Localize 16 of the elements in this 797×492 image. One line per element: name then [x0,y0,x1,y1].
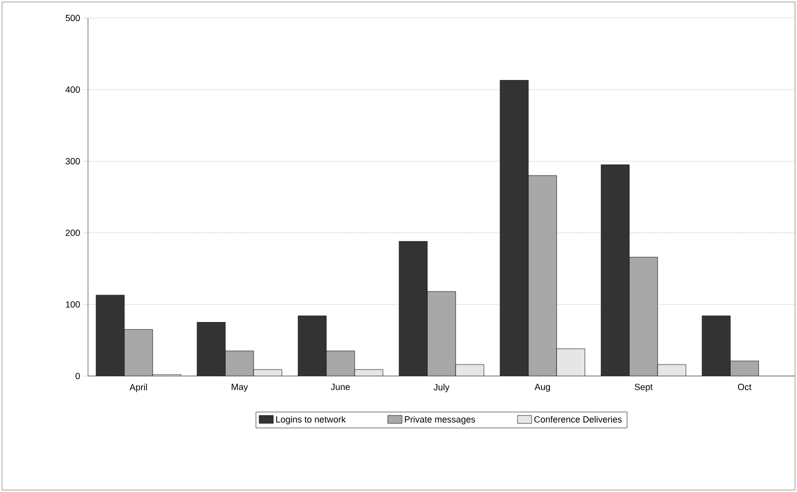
x-tick-label: April [130,384,147,392]
x-tick-label: Oct [738,384,752,390]
y-tick-label: 100 [66,301,80,308]
y-tick-label: 500 [66,14,80,22]
x-tick-label: Sept [634,384,653,392]
x-tick-label: July [434,384,450,392]
legend-label: Conference Deliveries [534,416,622,423]
y-tick-label: 0 [76,372,80,380]
x-tick-label: Aug [534,384,550,392]
x-tick-label: June [330,384,350,390]
y-tick-label: 300 [66,158,80,164]
y-tick-label: 200 [66,230,80,236]
legend-label: Private messages [404,416,476,424]
x-tick-label: May [232,384,248,392]
legend-label: Logins to network [276,416,346,424]
y-tick-label: 400 [65,86,80,93]
